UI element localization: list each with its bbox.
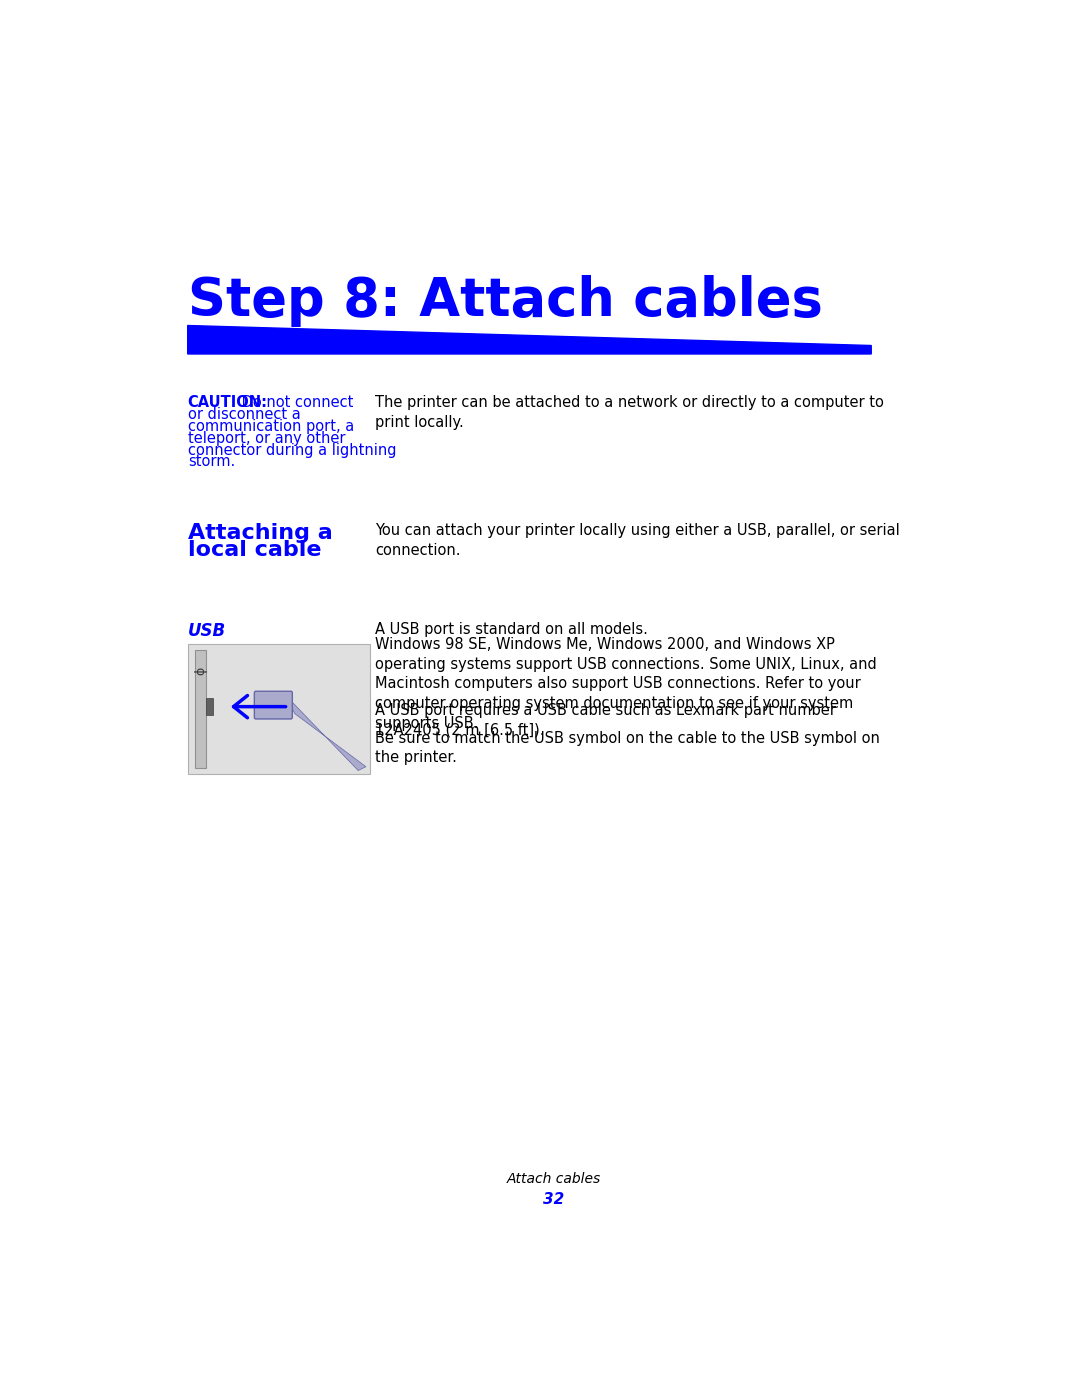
Text: Do not connect: Do not connect [238,395,353,409]
Text: USB: USB [188,622,226,640]
Text: Attaching a: Attaching a [188,524,333,543]
Text: or disconnect a: or disconnect a [188,407,300,422]
Text: communication port, a: communication port, a [188,419,354,433]
Bar [205,698,213,715]
Polygon shape [287,697,366,771]
Text: storm.: storm. [188,454,235,469]
Polygon shape [188,326,872,353]
Text: ϕ: ϕ [194,666,207,675]
Text: Be sure to match the USB symbol on the cable to the USB symbol on
the printer.: Be sure to match the USB symbol on the c… [375,731,880,766]
Text: connector during a lightning: connector during a lightning [188,443,396,458]
Text: teleport, or any other: teleport, or any other [188,430,346,446]
Text: 32: 32 [543,1192,564,1207]
Text: A USB port requires a USB cable such as Lexmark part number
12A2405 (2 m [6.5 ft: A USB port requires a USB cable such as … [375,703,836,738]
Text: CAUTION:: CAUTION: [188,395,268,409]
FancyArrowPatch shape [233,696,286,718]
Text: Windows 98 SE, Windows Me, Windows 2000, and Windows XP
operating systems suppor: Windows 98 SE, Windows Me, Windows 2000,… [375,637,877,731]
Text: local cable: local cable [188,541,321,560]
FancyBboxPatch shape [255,692,293,719]
Text: Attach cables: Attach cables [507,1172,600,1186]
Text: You can attach your printer locally using either a USB, parallel, or serial
conn: You can attach your printer locally usin… [375,524,900,559]
Text: Step 8: Attach cables: Step 8: Attach cables [188,275,823,327]
Text: A USB port is standard on all models.: A USB port is standard on all models. [375,622,648,637]
Bar [188,644,369,774]
Bar [195,650,206,768]
Text: The printer can be attached to a network or directly to a computer to
print loca: The printer can be attached to a network… [375,395,885,430]
